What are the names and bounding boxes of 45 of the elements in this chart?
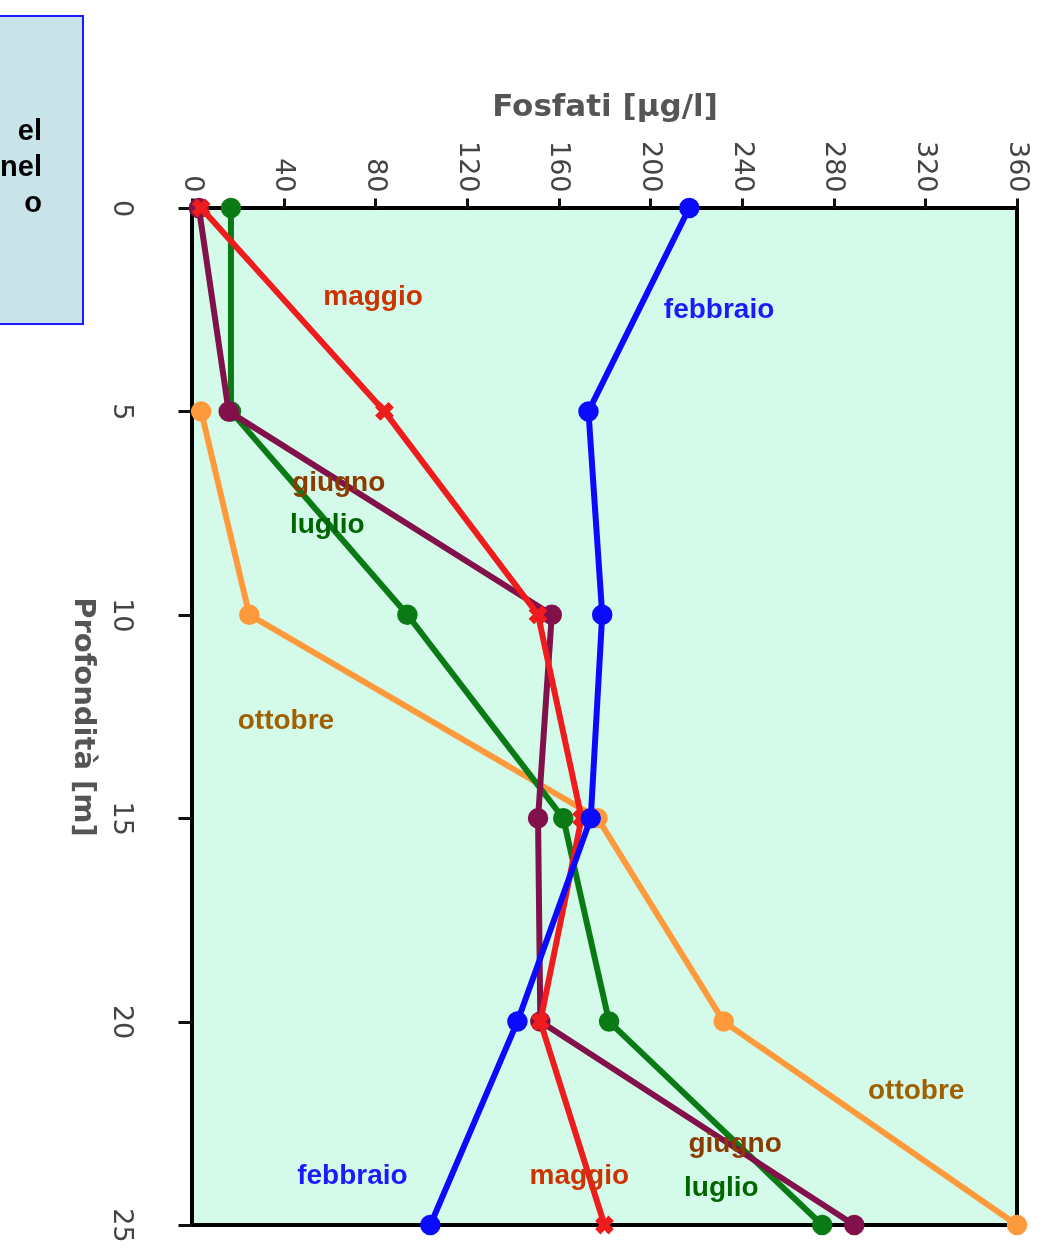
y-axis-title: Profondità [m] [67, 597, 102, 837]
point [811, 1214, 833, 1236]
point [375, 402, 394, 421]
point [844, 1214, 865, 1236]
x-tick-label: 160 [545, 140, 577, 193]
x-tick-label: 0 [178, 175, 210, 193]
point [420, 1214, 441, 1236]
y-tick-label: 20 [107, 1004, 139, 1040]
point [220, 197, 242, 219]
point [595, 1215, 614, 1235]
text: ottobre [237, 703, 335, 735]
point [1006, 1214, 1028, 1236]
point [190, 401, 212, 422]
text: maggio [323, 280, 423, 312]
y-tick-label: 15 [107, 801, 139, 836]
point [527, 807, 549, 829]
x-tick-label: 240 [728, 140, 760, 193]
point [713, 1011, 734, 1032]
point [553, 807, 574, 829]
series-label: ottobre [867, 1073, 965, 1105]
y-tick-label: 10 [107, 598, 139, 633]
x-tick-label: 360 [1003, 140, 1035, 193]
y-tick-label: 0 [107, 199, 139, 218]
x-tick-label: 320 [911, 140, 943, 193]
text-box: el nel o [0, 15, 84, 325]
point [578, 401, 599, 422]
text: luglio [684, 1171, 759, 1203]
x-tick-label: 280 [820, 140, 852, 193]
x-tick-label: 40 [270, 158, 302, 193]
text: febbraio [297, 1159, 408, 1191]
x-tick-label: 200 [636, 140, 668, 193]
point [580, 807, 601, 829]
point [679, 197, 700, 219]
x-axis-title: Fosfati [µg/l] [492, 86, 718, 123]
point [591, 604, 613, 626]
point [507, 1011, 528, 1032]
point [397, 604, 418, 626]
x-tick-label: 120 [453, 140, 485, 193]
point [528, 605, 548, 625]
series-label: febbraio [663, 292, 775, 324]
point [239, 604, 260, 626]
x-tick-label: 80 [361, 158, 393, 193]
y-tick-label: 5 [107, 403, 139, 421]
point [598, 1011, 620, 1032]
y-tick-label: 25 [107, 1208, 139, 1243]
